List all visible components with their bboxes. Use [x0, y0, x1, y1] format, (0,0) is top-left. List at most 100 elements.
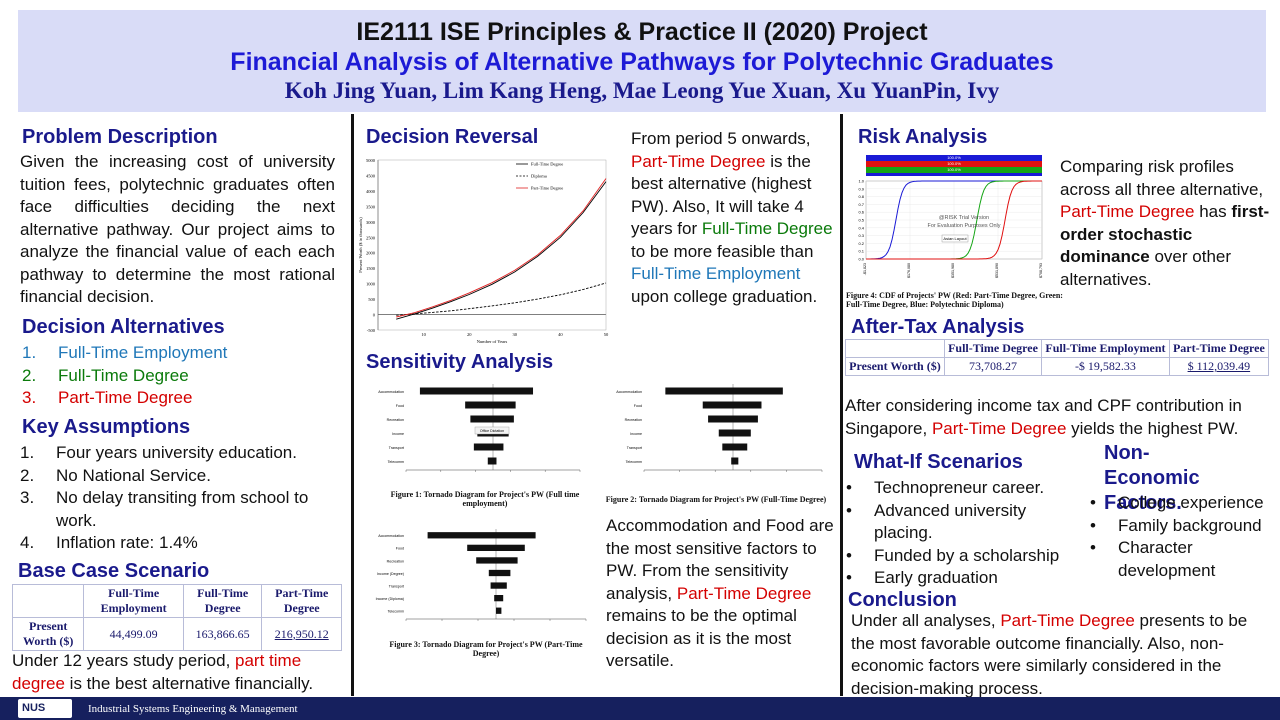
bar-label: Recreation: [387, 418, 404, 422]
assumptions-title: Key Assumptions: [22, 416, 191, 438]
tornado-bar: [708, 415, 758, 423]
base-case-title: Base Case Scenario: [18, 560, 210, 582]
tornado-bar: [718, 429, 751, 437]
base-case-note: Under 12 years study period, part time d…: [12, 651, 314, 693]
y-tick-label: 0.4: [858, 225, 864, 230]
series-line: [396, 178, 607, 318]
y-tick-label: 3000: [366, 220, 376, 225]
assumptions-list: 1. Four years university education. 2. No …: [20, 442, 340, 555]
bar-label: Accommodation: [616, 390, 642, 394]
alternative-item: 3. Part-Time Degree: [22, 388, 193, 407]
tornado-bar: [476, 557, 518, 564]
tag-box: [474, 426, 510, 435]
aftertax-table: Full-Time Degree Full-Time Employment Pa…: [845, 339, 1270, 376]
whatif-item: Funded by a scholarship: [844, 545, 1084, 568]
y-tick-label: 0.9: [858, 186, 864, 191]
x-tick-label: $176,080: [907, 263, 911, 278]
percent-label: 100.0%: [947, 155, 961, 160]
risk-text: Comparing risk profiles across all three…: [1060, 157, 1270, 289]
y-tick-label: 0.5: [858, 218, 864, 223]
y-axis-label: Present Worth ($ in thousands): [358, 217, 363, 273]
legend-label: Part-Time Degree: [531, 186, 563, 191]
y-tick-label: 0.3: [858, 233, 864, 238]
aftertax-text: After considering income tax and CPF con…: [845, 396, 1242, 438]
x-tick-label: $531,890: [995, 263, 999, 278]
bar-label: Food: [396, 404, 404, 408]
course-title: IE2111 ISE Principles & Practice II (202…: [356, 18, 928, 46]
assumption-item: 4. Inflation rate: 1.4%: [20, 533, 198, 552]
tornado-bar: [665, 387, 783, 395]
y-tick-label: 4000: [366, 189, 376, 194]
assumption-item: 1. Four years university education.: [20, 443, 297, 462]
conclusion-title: Conclusion: [848, 589, 957, 611]
series-line: [396, 282, 607, 316]
y-tick-label: 0.7: [858, 202, 864, 207]
whatif-item: Technopreneur career.: [844, 477, 1084, 500]
bar-label: Income: [630, 432, 642, 436]
nus-logo: NUS: [18, 699, 72, 718]
x-tick-label: 20: [467, 332, 472, 337]
tornado-bar: [473, 443, 504, 451]
problem-text: Given the increasing cost of university …: [20, 152, 335, 306]
x-tick-label: $351,980: [951, 263, 955, 278]
bar-label: Income (Degree): [377, 572, 404, 576]
bar-label: Telecomm: [626, 460, 642, 464]
bar-label: Income: [392, 432, 404, 436]
tornado-bar: [465, 401, 516, 409]
bar-label: Transport: [389, 446, 404, 450]
x-tick-label: 40: [558, 332, 563, 337]
y-tick-label: 2500: [366, 235, 376, 240]
y-tick-label: 1.0: [858, 179, 864, 184]
alternative-item: 1. Full-Time Employment: [22, 343, 228, 362]
bar-label: Telecomm: [388, 460, 404, 464]
tornado-bar: [470, 415, 514, 423]
whatif-title: What-If Scenarios: [854, 451, 1023, 473]
problem-title: Problem Description: [22, 126, 218, 148]
range-bar-blue: [866, 155, 1042, 161]
reversal-text: From period 5 onwards, Part-Time Degree …: [631, 129, 833, 306]
legend-tag-text: Asian Layout: [943, 236, 967, 241]
conclusion-text: Under all analyses, Part-Time Degree pre…: [851, 611, 1248, 698]
tornado-bar: [467, 544, 525, 551]
aftertax-title: After-Tax Analysis: [851, 316, 1025, 338]
poster-header: IE2111 ISE Principles & Practice II (202…: [18, 10, 1266, 112]
figure-4-caption: Figure 4: CDF of Projects' PW (Red: Part…: [846, 291, 1063, 309]
y-tick-label: 1000: [366, 282, 376, 287]
y-tick-label: 1500: [366, 266, 376, 271]
tornado-bar: [488, 569, 511, 577]
assumption-item: 3. No delay transiting from school to wor…: [20, 488, 309, 530]
sensitivity-title: Sensitivity Analysis: [366, 351, 554, 373]
bar-label: Recreation: [387, 559, 404, 563]
range-bar-green: [866, 167, 1042, 173]
x-tick-label: 10: [421, 332, 426, 337]
tornado-bar: [490, 582, 507, 589]
watermark-line-2: For Evaluation Purposes Only: [927, 223, 1000, 229]
range-bar-blue-2: [866, 173, 1042, 176]
y-tick-label: 0.2: [858, 241, 864, 246]
y-tick-label: 5000: [366, 158, 376, 163]
base-case-table: Full-Time Employment Full-Time Degree Pa…: [11, 584, 342, 651]
figure-3-caption: Figure 3: Tornado Diagram for Project's …: [389, 640, 583, 658]
y-tick-label: 0.0: [858, 257, 864, 262]
column-separator-2: [840, 114, 843, 696]
noneco-item: Family background: [1088, 515, 1280, 538]
reversal-title: Decision Reversal: [366, 126, 539, 148]
assumption-item: 2. No National Service.: [20, 465, 211, 485]
noneco-item: College experience: [1088, 492, 1280, 515]
bar-label: Food: [634, 404, 642, 408]
y-tick-label: 0: [373, 313, 376, 318]
tornado-chart-2: Accommodation Food Recreation Income Transpo…: [616, 384, 823, 472]
plot-frame: [377, 159, 607, 331]
tornado-bar: [494, 595, 504, 602]
tornado-chart-3: Accommodation Food Recreation Income (Degre…: [376, 529, 587, 621]
alternatives-list: 1. Full-Time Employment 2. Full-Time Degre…: [22, 342, 342, 410]
watermark-line-1: @RISK Trial Version: [939, 215, 989, 221]
alternatives-title: Decision Alternatives: [22, 316, 225, 338]
y-tick-label: 500: [368, 297, 376, 302]
y-tick-label: 0.8: [858, 194, 864, 199]
x-axis-label: Number of Years: [477, 339, 508, 344]
decision-reversal-chart: 5000450040003500300025002000150010005000…: [358, 158, 609, 344]
x-tick-label: $708,793: [1039, 263, 1043, 278]
noneco-list: College experience Family background Cha…: [1088, 492, 1280, 582]
sensitivity-text: Accommodation and Food are the most sens…: [606, 516, 834, 670]
